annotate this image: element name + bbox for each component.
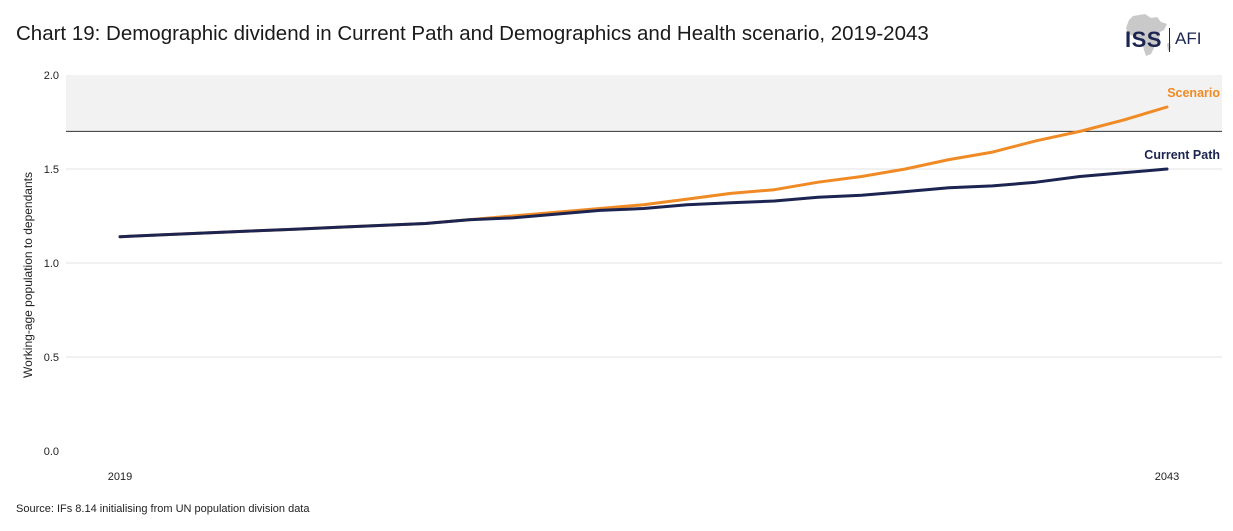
x-axis-ticks: 2019 2043 [108,471,1179,483]
x-tick-label: 2043 [1155,471,1179,483]
y-axis-ticks: 0.0 0.5 1.0 1.5 2.0 [44,70,59,458]
series-group: Current Path Scenario [118,86,1220,239]
source-note: Source: IFs 8.14 initialising from UN po… [16,503,310,515]
logo-iss-text: ISS [1125,27,1162,52]
iss-afi-logo: ISS AFI [1111,10,1221,60]
series-line-current-path [118,167,1169,239]
y-tick-label: 0.0 [44,446,59,458]
y-tick-label: 2.0 [44,70,59,82]
y-tick-label: 1.5 [44,164,59,176]
y-tick-label: 0.5 [44,352,59,364]
target-band [66,75,1222,132]
chart-title: Chart 19: Demographic dividend in Curren… [16,22,929,45]
series-label-scenario: Scenario [1167,86,1220,100]
logo-divider [1169,28,1170,52]
y-axis-label: Working-age population to dependants [21,172,35,378]
series-label-current-path: Current Path [1144,148,1220,162]
logo-afi-text: AFI [1175,29,1202,48]
x-tick-label: 2019 [108,471,132,483]
gridlines [66,168,1222,358]
y-tick-label: 1.0 [44,258,59,270]
